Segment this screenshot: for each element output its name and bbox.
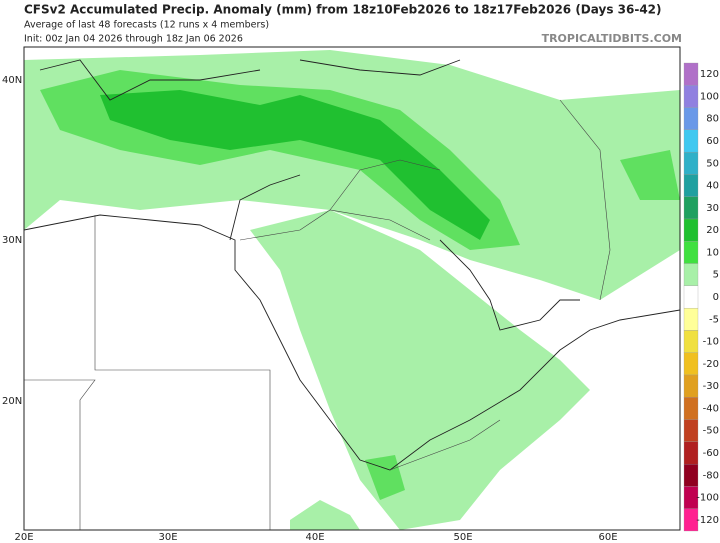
- colorbar-label: -30: [703, 381, 719, 392]
- colorbar-swatch: [683, 374, 699, 398]
- title: CFSv2 Accumulated Precip. Anomaly (mm) f…: [24, 3, 662, 17]
- colorbar-swatch: [683, 174, 699, 197]
- colorbar-label: 10: [706, 247, 719, 258]
- colorbar-swatch: [683, 307, 699, 331]
- colorbar-swatch: [683, 151, 699, 175]
- lon-label: 40E: [305, 532, 324, 543]
- colorbar-label: 80: [706, 114, 719, 125]
- colorbar-swatch: [683, 441, 699, 465]
- lat-label: 40N: [2, 75, 22, 86]
- anomaly-fill: [24, 50, 680, 530]
- lon-label: 50E: [453, 532, 472, 543]
- colorbar-swatch: [683, 352, 699, 376]
- lat-label: 30N: [2, 235, 22, 246]
- colorbar-label: 120: [700, 69, 719, 80]
- coastlines: [23, 59, 681, 471]
- subtitle: Average of last 48 forecasts (12 runs x …: [24, 20, 269, 31]
- colorbar-swatch: [683, 508, 699, 532]
- lon-label: 20E: [14, 532, 33, 543]
- map-area: [23, 46, 681, 531]
- colorbar-label: -40: [703, 403, 719, 414]
- colorbar-swatch: [683, 196, 699, 220]
- colorbar-label: 50: [706, 158, 719, 169]
- colorbar-swatch: [683, 85, 699, 108]
- borders: [24, 99, 611, 530]
- colorbar-label: -80: [703, 470, 719, 481]
- colorbar: 1201008060504030201050-5-10-20-30-40-50-…: [683, 62, 719, 532]
- colorbar-swatch: [683, 129, 699, 153]
- colorbar-label: -60: [703, 448, 719, 459]
- colorbar-swatch: [683, 463, 699, 487]
- colorbar-label: 100: [700, 91, 719, 102]
- watermark: TROPICALTIDBITS.COM: [542, 32, 682, 45]
- colorbar-swatch: [683, 263, 699, 287]
- colorbar-label: 40: [706, 181, 719, 192]
- colorbar-label: 20: [706, 225, 719, 236]
- colorbar-swatch: [683, 218, 699, 242]
- colorbar-swatch: [683, 62, 699, 86]
- colorbar-label: -50: [703, 426, 719, 437]
- colorbar-label: 30: [706, 203, 719, 214]
- colorbar-swatch: [683, 419, 699, 443]
- colorbar-label: 60: [706, 136, 719, 147]
- colorbar-label: -10: [703, 337, 719, 348]
- colorbar-swatch: [683, 397, 699, 420]
- colorbar-swatch: [683, 285, 699, 309]
- lon-label: 60E: [598, 532, 617, 543]
- colorbar-swatch: [683, 107, 699, 131]
- colorbar-swatch: [683, 241, 699, 264]
- colorbar-label: -100: [696, 493, 719, 504]
- colorbar-label: -20: [703, 359, 719, 370]
- lon-label: 30E: [158, 532, 177, 543]
- axis-labels: 40N 30N 20N 20E 30E 40E 50E 60E: [2, 75, 618, 543]
- lat-label: 20N: [2, 396, 22, 407]
- colorbar-label: -5: [709, 314, 719, 325]
- colorbar-label: 5: [713, 270, 719, 281]
- map-frame: [23, 46, 681, 531]
- init-time: Init: 00z Jan 04 2026 through 18z Jan 06…: [24, 34, 243, 45]
- colorbar-swatch: [683, 330, 699, 353]
- colorbar-label: -120: [696, 515, 719, 526]
- colorbar-label: 0: [713, 292, 719, 303]
